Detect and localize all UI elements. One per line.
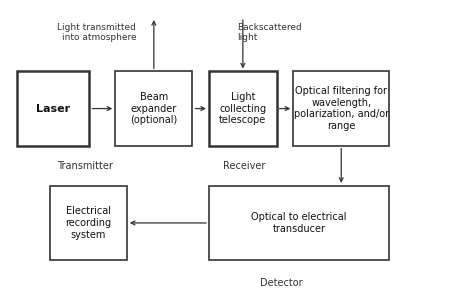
Text: Electrical
recording
system: Electrical recording system — [65, 206, 111, 239]
Text: Transmitter: Transmitter — [57, 161, 113, 171]
Text: Beam
expander
(optional): Beam expander (optional) — [130, 92, 177, 125]
FancyBboxPatch shape — [17, 72, 90, 146]
Text: Detector: Detector — [260, 278, 303, 288]
Text: Laser: Laser — [36, 104, 70, 114]
Text: Receiver: Receiver — [223, 161, 265, 171]
Text: Light transmitted
into atmosphere: Light transmitted into atmosphere — [57, 23, 137, 42]
FancyBboxPatch shape — [293, 72, 389, 146]
FancyBboxPatch shape — [209, 72, 277, 146]
FancyBboxPatch shape — [50, 186, 127, 260]
FancyBboxPatch shape — [209, 186, 389, 260]
Text: Light
collecting
telescope: Light collecting telescope — [219, 92, 266, 125]
Text: Backscattered
light: Backscattered light — [237, 23, 302, 42]
Text: Optical filtering for
wavelength,
polarization, and/or
range: Optical filtering for wavelength, polari… — [294, 86, 389, 131]
FancyBboxPatch shape — [115, 72, 192, 146]
Text: Optical to electrical
transducer: Optical to electrical transducer — [251, 212, 347, 234]
